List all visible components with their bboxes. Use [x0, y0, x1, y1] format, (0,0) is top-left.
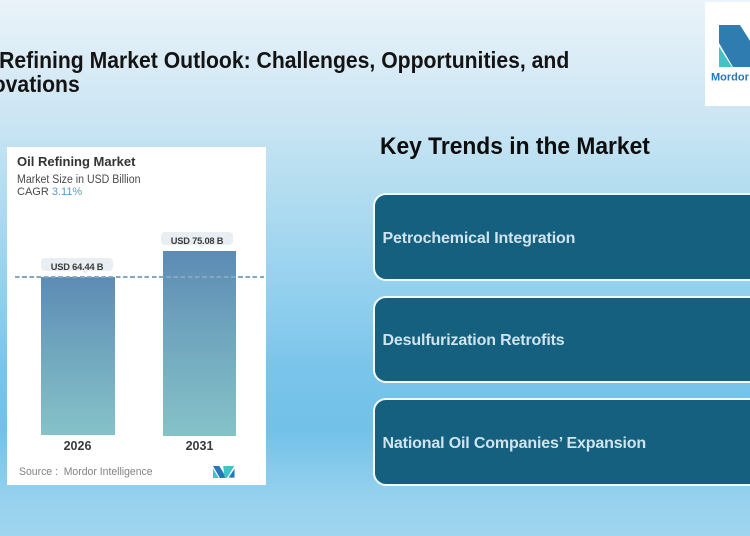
svg-text:Mordor Int: Mordor Int [711, 72, 750, 84]
